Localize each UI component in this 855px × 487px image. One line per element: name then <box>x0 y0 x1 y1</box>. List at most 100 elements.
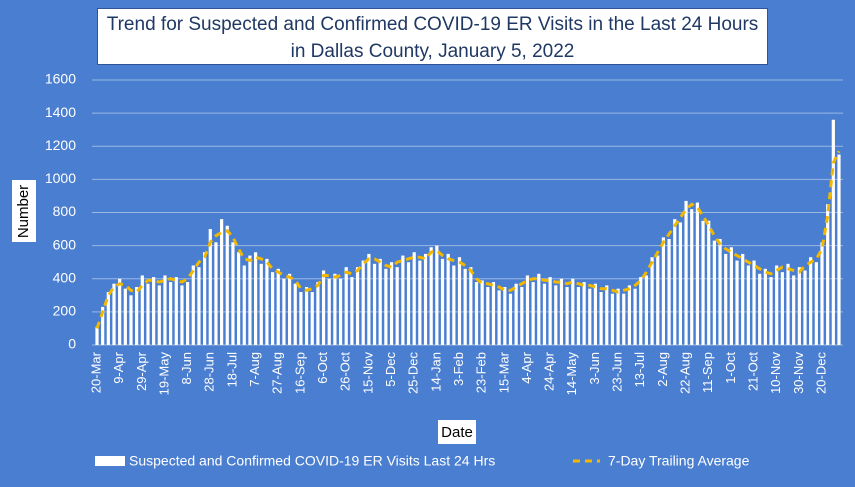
bar <box>423 253 428 345</box>
bar <box>576 287 581 345</box>
bar <box>497 290 501 345</box>
bar <box>350 277 354 345</box>
bar <box>508 293 513 345</box>
y-tick-label: 1200 <box>45 137 76 153</box>
bar <box>656 255 660 345</box>
bar <box>520 287 524 345</box>
bar <box>786 263 790 345</box>
bar <box>599 292 603 345</box>
bar <box>809 257 813 345</box>
bar <box>769 277 773 345</box>
bar <box>673 219 677 345</box>
bar <box>565 287 569 345</box>
bar <box>129 295 133 345</box>
bar <box>814 262 818 345</box>
x-tick-label: 15-Mar <box>496 351 511 393</box>
x-tick-label: 22-Aug <box>678 352 693 394</box>
bar <box>746 265 750 345</box>
bar <box>259 263 263 345</box>
bar <box>118 278 122 345</box>
bar <box>831 119 835 345</box>
bar <box>293 283 297 345</box>
bar <box>418 260 422 345</box>
x-tick-label: 10-Nov <box>768 352 783 394</box>
bar <box>321 270 326 345</box>
bar <box>395 267 399 345</box>
bar <box>146 283 150 345</box>
x-tick-label: 26-Oct <box>338 352 353 391</box>
bar <box>123 288 127 345</box>
x-tick-label: 7-Aug <box>247 352 262 387</box>
bar <box>112 283 116 345</box>
bar <box>463 268 467 345</box>
bar <box>775 265 779 345</box>
bar <box>763 268 767 345</box>
bar <box>469 267 473 345</box>
bar <box>435 245 439 345</box>
bar <box>707 220 711 345</box>
x-tick-label: 21-Oct <box>745 352 760 391</box>
bar <box>282 278 286 345</box>
bar <box>758 273 762 345</box>
bar <box>503 287 507 345</box>
x-tick-label: 23-Feb <box>474 352 489 393</box>
x-tick-label: 9-Apr <box>111 351 126 383</box>
bar <box>101 306 105 345</box>
bar <box>605 285 609 345</box>
bar <box>452 265 456 345</box>
x-tick-label: 19-May <box>156 352 171 396</box>
bar <box>327 278 331 345</box>
bar <box>389 262 394 345</box>
x-tick-label: 4-Apr <box>519 351 534 383</box>
legend-swatch <box>95 456 125 466</box>
x-tick-label: 3-Feb <box>451 352 466 386</box>
bar <box>616 288 620 345</box>
bar <box>820 242 824 345</box>
bar <box>401 255 405 345</box>
bar <box>440 258 445 345</box>
bar <box>446 253 450 345</box>
bar <box>361 260 365 345</box>
bar <box>690 209 694 345</box>
bar <box>797 267 801 345</box>
bar <box>242 265 246 345</box>
bar <box>163 275 167 345</box>
bar <box>344 267 348 345</box>
bar <box>231 242 235 345</box>
y-tick-label: 400 <box>53 269 77 285</box>
bar <box>588 288 592 345</box>
bar <box>622 293 626 345</box>
bar <box>667 239 671 345</box>
bar <box>265 258 269 345</box>
bar <box>474 282 479 345</box>
bar <box>152 277 156 345</box>
bar <box>627 285 632 345</box>
legend-label: Suspected and Confirmed COVID-19 ER Visi… <box>129 453 495 469</box>
bar <box>537 273 541 345</box>
bar <box>582 282 586 345</box>
bar <box>639 277 643 345</box>
bar <box>633 288 637 345</box>
bar <box>372 263 377 345</box>
bar <box>174 277 178 345</box>
bar <box>186 282 190 345</box>
x-tick-label: 13-Jul <box>632 352 647 388</box>
bar <box>276 268 280 345</box>
bar <box>531 282 535 345</box>
bar <box>299 292 303 345</box>
x-tick-label: 8-Jun <box>179 352 194 385</box>
bar <box>701 220 705 345</box>
x-tick-label: 30-Nov <box>791 352 806 394</box>
x-tick-label: 25-Dec <box>406 352 421 394</box>
bar <box>480 280 484 345</box>
bar <box>355 267 360 345</box>
legend-label: 7-Day Trailing Average <box>608 453 750 469</box>
bar <box>695 202 699 345</box>
bar <box>157 285 161 345</box>
bar <box>684 200 688 345</box>
bar <box>338 278 343 345</box>
x-tick-label: 20-Mar <box>88 351 103 393</box>
x-tick-label: 16-Sep <box>292 352 307 394</box>
bar <box>214 242 218 345</box>
